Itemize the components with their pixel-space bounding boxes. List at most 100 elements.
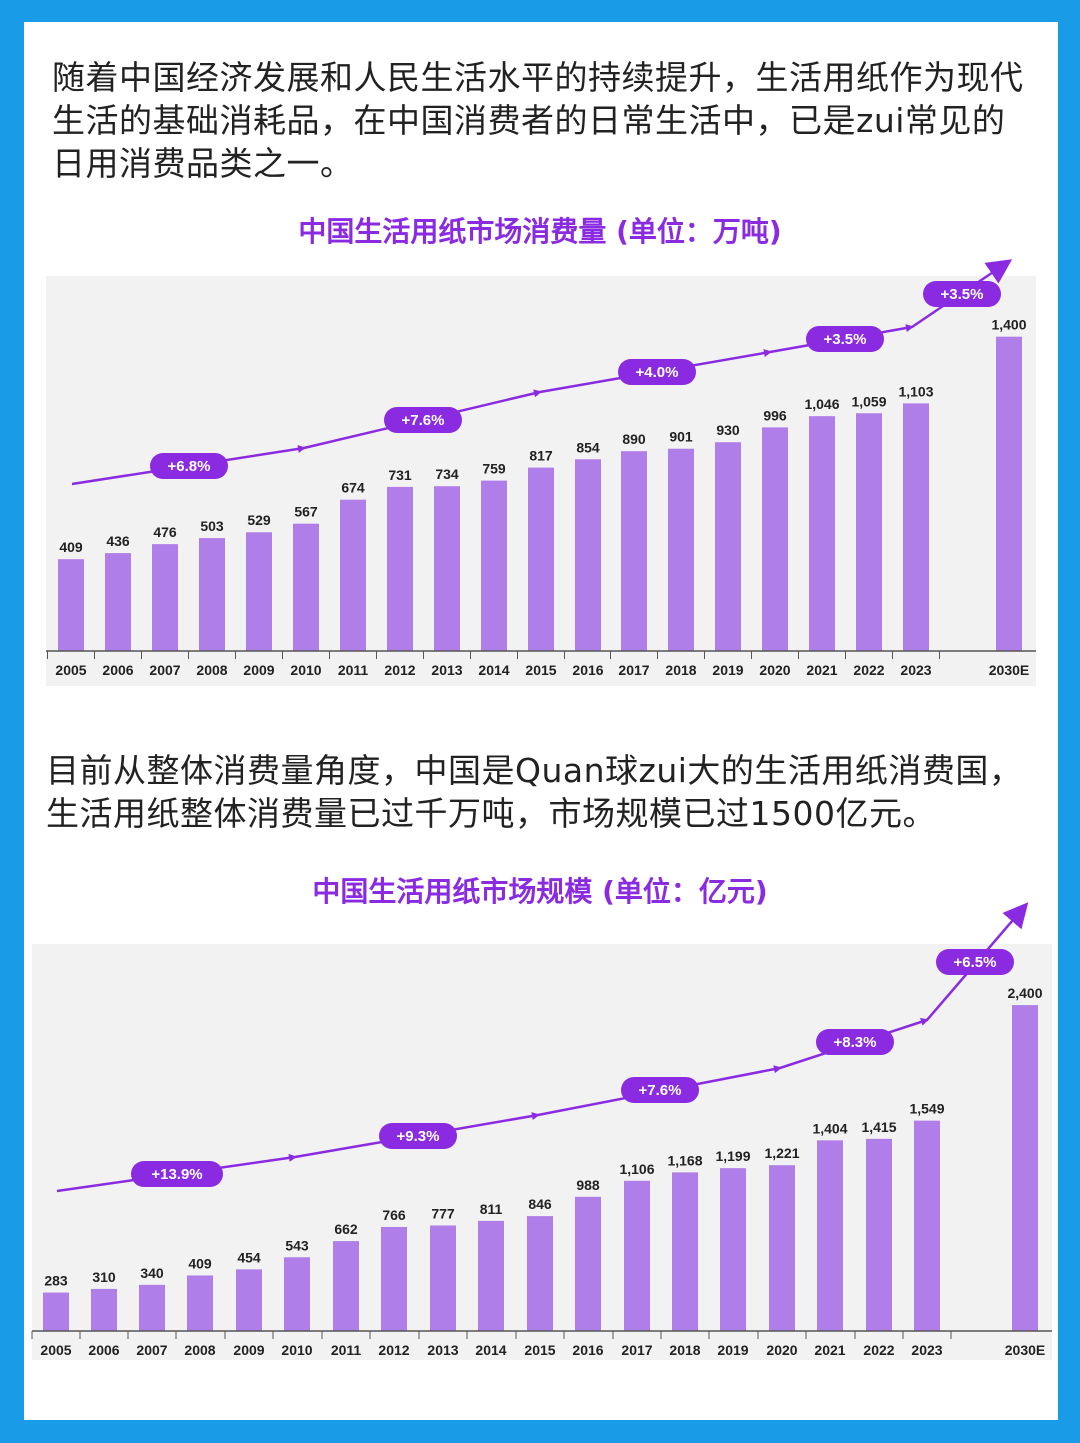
x-tick-label: 2015 bbox=[524, 1342, 555, 1358]
data-label: 567 bbox=[294, 504, 318, 520]
growth-badge bbox=[923, 281, 1001, 307]
growth-badge bbox=[618, 359, 696, 385]
bar bbox=[672, 1172, 698, 1331]
bar bbox=[236, 1269, 262, 1331]
bar bbox=[293, 523, 319, 651]
data-label: 409 bbox=[59, 539, 83, 555]
trend-joint-arrow bbox=[288, 1153, 297, 1162]
x-tick-label: 2017 bbox=[618, 662, 649, 678]
trend-joint-arrow bbox=[773, 1065, 782, 1074]
data-label: 930 bbox=[716, 422, 740, 438]
data-label: 1,415 bbox=[861, 1119, 896, 1135]
x-tick-label: 2007 bbox=[149, 662, 180, 678]
bar bbox=[381, 1226, 407, 1331]
x-tick-label: 2023 bbox=[911, 1342, 942, 1358]
bar bbox=[720, 1168, 746, 1331]
x-tick-label: 2016 bbox=[572, 662, 603, 678]
bar bbox=[430, 1225, 456, 1331]
data-label: 476 bbox=[153, 524, 177, 540]
data-label: 1,400 bbox=[991, 317, 1026, 333]
bar bbox=[387, 486, 413, 651]
x-tick-label: 2005 bbox=[55, 662, 86, 678]
growth-badge-label: +6.5% bbox=[954, 954, 997, 971]
trend-joint-arrow bbox=[297, 444, 306, 453]
growth-badge-label: +7.6% bbox=[402, 412, 445, 429]
trend-joint-arrow bbox=[905, 324, 914, 332]
growth-badge-label: +9.3% bbox=[397, 1128, 440, 1145]
bar bbox=[621, 451, 647, 651]
bar bbox=[668, 448, 694, 651]
bar bbox=[809, 416, 835, 651]
data-label: 731 bbox=[388, 467, 412, 483]
x-tick-label: 2019 bbox=[717, 1342, 748, 1358]
trend-joint-arrow bbox=[531, 1112, 540, 1120]
data-label: 777 bbox=[431, 1205, 455, 1221]
bar bbox=[187, 1275, 213, 1331]
bar bbox=[478, 1220, 504, 1331]
growth-badge bbox=[816, 1029, 894, 1055]
bar bbox=[139, 1284, 165, 1331]
x-tick-label: 2009 bbox=[233, 1342, 264, 1358]
data-label: 340 bbox=[140, 1265, 164, 1281]
bar bbox=[199, 538, 225, 651]
x-tick-label: 2018 bbox=[669, 1342, 700, 1358]
x-tick-label: 2008 bbox=[184, 1342, 215, 1358]
growth-badge bbox=[379, 1123, 457, 1149]
bar bbox=[91, 1288, 117, 1331]
data-label: 846 bbox=[528, 1196, 552, 1212]
bar bbox=[769, 1165, 795, 1331]
x-tick-label: 2022 bbox=[853, 662, 884, 678]
bar bbox=[856, 413, 882, 651]
bar bbox=[762, 427, 788, 651]
growth-badge bbox=[936, 949, 1014, 975]
growth-badge-label: +8.3% bbox=[834, 1034, 877, 1051]
trend-joint-arrow bbox=[533, 389, 542, 398]
x-tick-label: 2014 bbox=[475, 1342, 506, 1358]
x-tick-label: 2019 bbox=[712, 662, 743, 678]
data-label: 1,199 bbox=[715, 1148, 750, 1164]
trend-joint-arrow bbox=[763, 349, 772, 357]
chart-title-market-size: 中国生活用纸市场规模 (单位：亿元) bbox=[312, 875, 768, 908]
x-tick-label: 2030E bbox=[1005, 1342, 1045, 1358]
bar bbox=[914, 1120, 940, 1331]
growth-badge bbox=[384, 407, 462, 433]
bar bbox=[284, 1257, 310, 1331]
data-label: 734 bbox=[435, 466, 459, 482]
x-tick-label: 2018 bbox=[665, 662, 696, 678]
bar bbox=[152, 544, 178, 651]
x-tick-label: 2017 bbox=[621, 1342, 652, 1358]
chart-title-consumption: 中国生活用纸市场消费量 (单位：万吨) bbox=[298, 215, 782, 248]
data-label: 759 bbox=[482, 461, 506, 477]
x-tick-label: 2016 bbox=[572, 1342, 603, 1358]
x-tick-label: 2013 bbox=[431, 662, 462, 678]
data-label: 1,106 bbox=[619, 1161, 654, 1177]
data-label: 1,221 bbox=[764, 1145, 799, 1161]
trend-joint-arrow bbox=[920, 1018, 929, 1026]
growth-badge-label: +6.8% bbox=[168, 458, 211, 475]
market-paragraph: 目前从整体消费量角度，中国是Quan球zui大的生活用纸消费国，生活用纸整体消费… bbox=[46, 751, 1023, 833]
growth-badge-label: +7.6% bbox=[639, 1082, 682, 1099]
x-tick-label: 2010 bbox=[281, 1342, 312, 1358]
data-label: 1,046 bbox=[804, 396, 839, 412]
x-tick-label: 2011 bbox=[331, 1342, 362, 1358]
data-label: 854 bbox=[576, 439, 600, 455]
x-tick-label: 2020 bbox=[766, 1342, 797, 1358]
bar bbox=[481, 480, 507, 651]
bar bbox=[817, 1140, 843, 1331]
x-tick-label: 2023 bbox=[900, 662, 931, 678]
bar bbox=[575, 459, 601, 651]
bar bbox=[434, 486, 460, 651]
x-tick-label: 2021 bbox=[814, 1342, 845, 1358]
data-label: 1,059 bbox=[851, 393, 886, 409]
bar bbox=[624, 1180, 650, 1331]
x-tick-label: 2014 bbox=[478, 662, 509, 678]
x-tick-label: 2012 bbox=[378, 1342, 409, 1358]
bar bbox=[528, 467, 554, 651]
bar bbox=[715, 442, 741, 651]
bar bbox=[246, 532, 272, 651]
x-tick-label: 2013 bbox=[427, 1342, 458, 1358]
x-tick-label: 2005 bbox=[40, 1342, 71, 1358]
bar bbox=[58, 559, 84, 651]
bar bbox=[43, 1292, 69, 1331]
x-tick-label: 2012 bbox=[384, 662, 415, 678]
